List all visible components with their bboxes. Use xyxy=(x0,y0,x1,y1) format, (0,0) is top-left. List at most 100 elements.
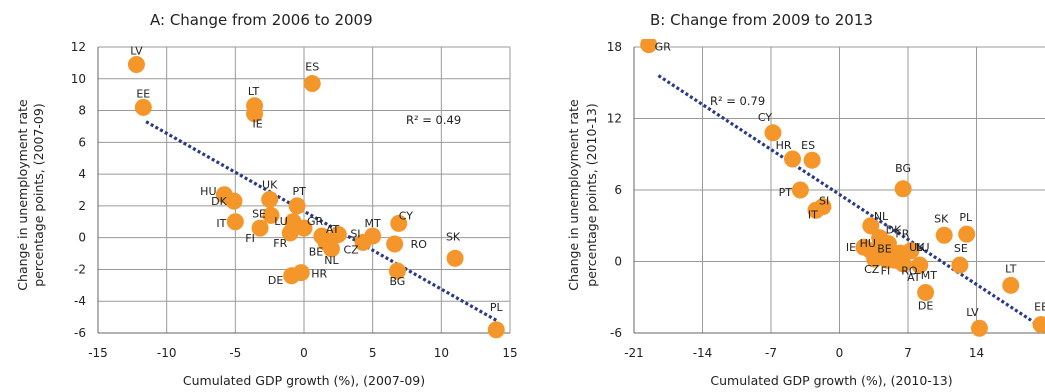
data-point-ie xyxy=(246,105,264,123)
data-point-at xyxy=(894,255,912,273)
point-label-it: IT xyxy=(216,217,226,230)
point-label-fi: FI xyxy=(881,264,891,277)
chart-panel-b: -21 -14 -7 0 7 14 -6 0 6 12 18 B: Change from 2009 … xyxy=(566,11,1045,388)
data-point-fr xyxy=(281,224,299,242)
data-point-pl xyxy=(487,321,505,339)
y-axis-title-line: Change in unemployment rate xyxy=(566,99,581,291)
data-point-uk xyxy=(261,191,279,209)
y-tick-label: -6 xyxy=(610,326,622,340)
y-tick-label: 12 xyxy=(71,40,86,54)
point-label-fr: FR xyxy=(273,237,287,250)
data-point-pl xyxy=(958,225,976,243)
point-label-de: DE xyxy=(268,274,283,287)
point-label-sk: SK xyxy=(934,212,949,225)
data-point-ee xyxy=(1032,316,1045,334)
point-label-cy: CY xyxy=(399,209,413,222)
point-label-be: BE xyxy=(309,245,324,258)
data-point-cy xyxy=(390,214,408,232)
y-axis-title-line: Change in unemployment rate xyxy=(15,99,30,291)
point-label-mt: MT xyxy=(921,269,937,282)
point-label-ee: EE xyxy=(1034,301,1045,314)
chart-title: A: Change from 2006 to 2009 xyxy=(150,11,373,29)
x-tick-label: 14 xyxy=(969,346,984,360)
data-point-hr xyxy=(292,264,310,282)
point-label-hr: HR xyxy=(776,139,792,152)
data-point-de xyxy=(917,283,935,301)
data-point-es xyxy=(803,151,821,169)
point-label-cy: CY xyxy=(758,111,772,124)
y-tick-label: 18 xyxy=(607,40,622,54)
y-tick-label: 10 xyxy=(71,72,86,86)
data-point-hr xyxy=(784,150,802,168)
point-label-pt: PT xyxy=(779,186,793,199)
data-point-lu xyxy=(902,242,920,260)
data-point-lv xyxy=(970,319,988,337)
point-label-gr: GR xyxy=(655,41,672,54)
data-point-nl xyxy=(862,217,880,235)
point-label-se: SE xyxy=(954,242,968,255)
data-point-pt xyxy=(288,197,306,215)
data-point-cy xyxy=(764,124,782,142)
point-label-ee: EE xyxy=(136,87,150,100)
points-group xyxy=(640,39,1045,337)
y-tick-label: 6 xyxy=(614,183,622,197)
y-tick-label: -2 xyxy=(74,262,86,276)
data-point-gr xyxy=(295,219,313,237)
x-tick-label: 5 xyxy=(369,346,377,360)
point-label-se: SE xyxy=(252,207,266,220)
point-label-uk: UK xyxy=(909,241,925,254)
point-label-at: AT xyxy=(907,271,921,284)
point-label-be: BE xyxy=(877,243,892,256)
data-point-ro xyxy=(386,235,404,253)
point-label-fi: FI xyxy=(245,232,255,245)
y-tick-label: -6 xyxy=(74,326,86,340)
chart-panel-a: -15 -10 -5 0 5 10 15 -6 -4 -2 0 2 4 6 8 10 12 A: Change f… xyxy=(15,11,518,388)
y-tick-label: -4 xyxy=(74,294,86,308)
data-point-es xyxy=(303,75,321,93)
x-tick-label: 0 xyxy=(300,346,308,360)
point-label-es: ES xyxy=(305,61,319,74)
y-axis-title-line: percentage points, (2007-09) xyxy=(31,103,46,286)
point-label-si: SI xyxy=(819,194,829,207)
data-point-sk xyxy=(935,226,953,244)
y-tick-label: 4 xyxy=(78,167,86,181)
data-point-it xyxy=(814,198,832,216)
data-point-mt xyxy=(911,256,929,274)
y-tick-label: 12 xyxy=(607,112,622,126)
x-tick-label: -7 xyxy=(765,346,777,360)
point-label-pt: PT xyxy=(292,185,306,198)
y-tick-label: 2 xyxy=(78,199,86,213)
point-label-lt: LT xyxy=(248,85,260,98)
trend-line xyxy=(145,120,498,322)
x-tick-label: -15 xyxy=(88,346,108,360)
point-label-it: IT xyxy=(808,209,818,222)
point-label-ie: IE xyxy=(252,118,262,131)
point-label-nl: NL xyxy=(324,254,339,267)
data-point-nl xyxy=(322,240,340,258)
x-axis-title: Cumulated GDP growth (%), (2010-13) xyxy=(710,373,952,388)
y-tick-label: 6 xyxy=(78,135,86,149)
point-label-hu: HU xyxy=(860,237,876,250)
point-label-ie: IE xyxy=(846,241,856,254)
x-tick-label: -5 xyxy=(229,346,241,360)
y-tick-label: 0 xyxy=(78,231,86,245)
y-tick-label: 8 xyxy=(78,104,86,118)
point-label-bg: BG xyxy=(389,275,405,288)
data-point-si xyxy=(329,225,347,243)
point-label-lt: LT xyxy=(1005,262,1017,275)
data-point-se xyxy=(951,256,969,274)
point-label-lv: LV xyxy=(130,44,143,57)
chart-title: B: Change from 2009 to 2013 xyxy=(650,11,873,29)
point-label-lv: LV xyxy=(966,306,979,319)
x-tick-label: 10 xyxy=(434,346,449,360)
point-label-at: AT xyxy=(326,223,340,236)
point-label-gr: GR xyxy=(307,215,324,228)
x-tick-label: -10 xyxy=(157,346,177,360)
point-label-pl: PL xyxy=(959,211,973,224)
point-label-cz: CZ xyxy=(343,243,359,256)
point-label-ro: RO xyxy=(901,264,918,277)
x-tick-label: 15 xyxy=(502,346,517,360)
data-point-it xyxy=(226,213,244,231)
y-axis-title-line: percentage points, (2010-13) xyxy=(584,103,599,286)
